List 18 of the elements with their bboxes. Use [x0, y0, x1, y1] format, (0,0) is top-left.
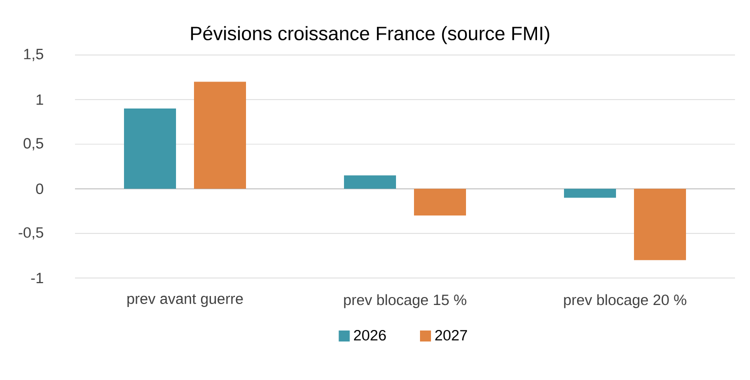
y-tick-label: 1	[36, 94, 44, 105]
bar	[194, 82, 246, 189]
bar	[124, 108, 176, 189]
x-tick-label: prev blocage 15 %	[344, 294, 466, 308]
bar	[564, 188, 616, 198]
y-tick-label: 0,5	[24, 138, 44, 150]
bar	[634, 188, 686, 260]
x-tick-label: prev blocage 20 %	[564, 294, 686, 308]
chart-title: Pévisions croissance France (source FMI)	[191, 26, 550, 44]
bar	[344, 175, 396, 189]
x-tick-label: prev avant guerre	[127, 294, 243, 307]
bar	[414, 188, 466, 216]
legend-label: 2027	[435, 330, 467, 341]
y-tick-label: 1,5	[24, 48, 44, 62]
y-tick-label: -1	[31, 272, 44, 284]
legend-label: 2026	[354, 330, 386, 341]
y-tick-label: -0,5	[18, 227, 44, 240]
y-tick-label: 0	[36, 184, 44, 194]
